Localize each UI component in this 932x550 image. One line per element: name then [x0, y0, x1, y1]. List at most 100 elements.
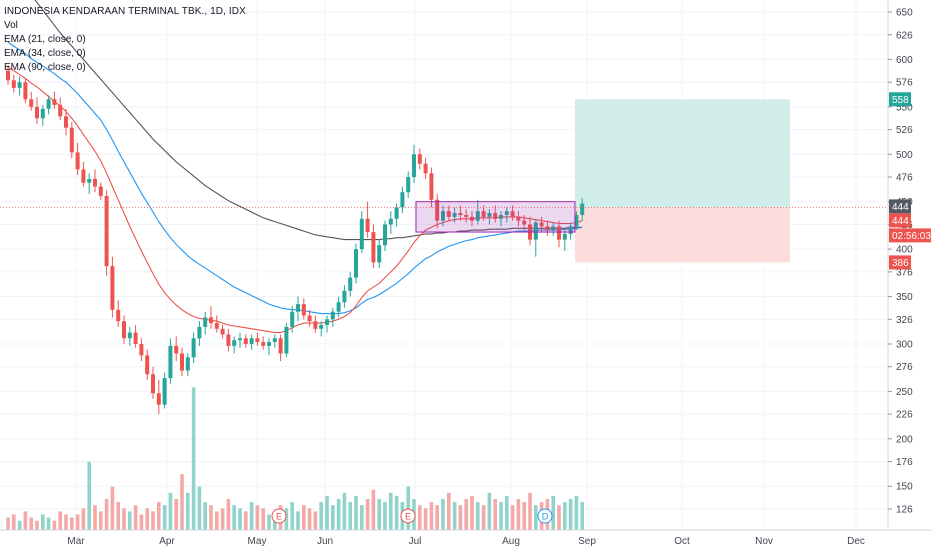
- candle-body-26: [156, 393, 161, 405]
- candle-body-56: [330, 311, 335, 320]
- y-tick-label-5: 526: [896, 125, 913, 136]
- volume-bar-29: [174, 499, 178, 530]
- badge-target-label: 558: [892, 95, 909, 106]
- candle-body-84: [493, 213, 498, 219]
- volume-bar-42: [249, 502, 254, 530]
- volume-bar-40: [238, 508, 242, 530]
- candle-body-33: [197, 326, 202, 339]
- candle-body-54: [319, 324, 324, 329]
- legend-ema21: EMA (21, close, 0): [4, 34, 86, 45]
- volume-bar-97: [568, 499, 573, 530]
- volume-bar-10: [64, 514, 68, 530]
- candle-body-30: [180, 353, 184, 371]
- y-tick-label-10: 400: [896, 245, 913, 256]
- volume-bar-18: [110, 486, 115, 530]
- x-tick-label-9: Dec: [847, 536, 865, 547]
- badge-countdown-bg: [889, 228, 931, 243]
- badge-stop: 386: [889, 255, 911, 270]
- volume-bar-80: [470, 495, 474, 530]
- x-tick-label-1: Apr: [159, 536, 175, 547]
- candle-body-57: [336, 302, 341, 312]
- volume-bar-14: [87, 461, 91, 530]
- volume-bar-7: [46, 517, 51, 530]
- candle-body-32: [191, 338, 196, 358]
- candle-body-25: [151, 374, 155, 394]
- volume-bar-81: [476, 502, 480, 530]
- volume-bar-69: [406, 486, 410, 530]
- volume-bar-33: [197, 486, 202, 530]
- volume-bar-48: [284, 508, 289, 530]
- candle-body-76: [446, 211, 451, 217]
- candle-body-72: [423, 163, 428, 174]
- volume-bar-9: [58, 511, 62, 530]
- candle-body-37: [220, 328, 225, 335]
- volume-bar-35: [209, 505, 213, 530]
- volume-bar-36: [215, 511, 219, 530]
- badge-target: 558: [889, 92, 911, 107]
- candle-body-89: [522, 220, 527, 225]
- candle-body-15: [93, 178, 97, 187]
- candle-body-70: [412, 154, 416, 178]
- badge-stop-label: 386: [892, 258, 909, 269]
- volume-bar-15: [93, 505, 97, 530]
- candle-body-67: [394, 207, 399, 219]
- candle-body-75: [441, 211, 445, 221]
- candle-body-69: [406, 177, 411, 193]
- candle-body-96: [562, 233, 567, 240]
- candle-body-97: [568, 226, 573, 234]
- badge-last-dark: 444: [889, 199, 911, 214]
- volume-bar-64: [377, 499, 381, 530]
- candle-body-64: [377, 245, 382, 263]
- volume-bar-22: [133, 505, 138, 530]
- position-zones: [575, 99, 790, 263]
- candle-body-42: [249, 338, 254, 344]
- y-tick-label-12: 350: [896, 292, 913, 303]
- x-tick-label-2: May: [248, 536, 267, 547]
- candle-body-93: [545, 226, 550, 231]
- candle-body-41: [243, 338, 248, 344]
- x-tick-label-0: Mar: [67, 536, 85, 547]
- candle-body-14: [87, 178, 92, 183]
- candle-body-78: [458, 213, 463, 215]
- candle-body-44: [261, 342, 266, 346]
- volume-bar-88: [516, 499, 521, 530]
- y-tick-label-1: 626: [896, 30, 913, 41]
- volume-bar-57: [336, 499, 341, 530]
- ema90-line: [34, 0, 583, 241]
- event-marker-1: E: [400, 508, 416, 524]
- volume-bar-59: [348, 502, 352, 530]
- y-tick-label-17: 226: [896, 410, 913, 421]
- y-tick-label-21: 126: [896, 505, 913, 516]
- legend-ema90: EMA (90, close, 0): [4, 62, 86, 73]
- volume-bar-4: [29, 517, 33, 530]
- candle-body-48: [284, 326, 289, 354]
- volume-bar-53: [313, 511, 318, 530]
- candle-body-49: [290, 311, 295, 327]
- volume-bar-8: [52, 520, 57, 530]
- candle-body-10: [64, 116, 68, 128]
- x-tick-label-4: Jul: [409, 536, 422, 547]
- candle-body-27: [162, 378, 167, 405]
- volume-bar-17: [104, 499, 109, 530]
- candle-body-58: [342, 290, 347, 303]
- candle-body-87: [510, 211, 515, 217]
- badge-countdown-label: 02:56:03: [892, 231, 931, 242]
- volume-bar-66: [389, 492, 393, 530]
- grid-lines: [0, 0, 888, 530]
- candle-body-82: [481, 211, 486, 217]
- volume-bar-98: [574, 495, 579, 530]
- volume-bar-19: [116, 502, 120, 530]
- event-marker-0: E: [271, 508, 287, 524]
- candle-body-16: [98, 186, 103, 197]
- candle-body-95: [557, 226, 561, 240]
- candle-body-21: [127, 332, 132, 339]
- candle-body-7: [46, 99, 51, 109]
- event-marker-circle-1: [400, 508, 416, 524]
- volume-bar-78: [458, 505, 463, 530]
- volume-bar-37: [220, 508, 225, 530]
- candle-body-59: [348, 277, 353, 291]
- y-tick-label-3: 576: [896, 78, 913, 89]
- candle-body-50: [296, 304, 300, 312]
